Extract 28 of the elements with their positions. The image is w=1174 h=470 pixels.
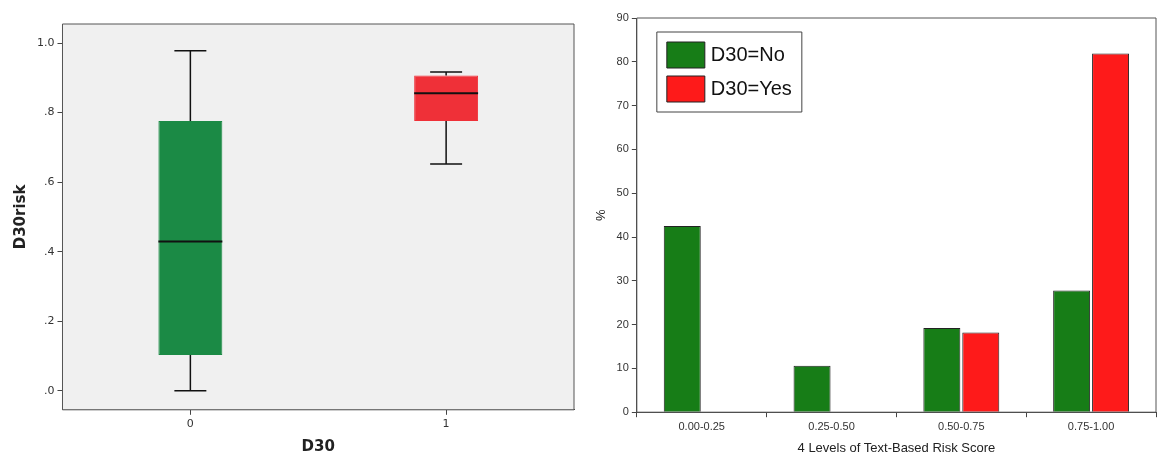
- x-axis-title: 4 Levels of Text-Based Risk Score: [797, 439, 996, 455]
- y-tick-label: 0: [622, 405, 629, 418]
- y-axis-title: %: [593, 208, 609, 221]
- x-tick-label: 0.75-1.00: [1067, 419, 1115, 432]
- x-tick-label: 0.50-0.75: [938, 419, 985, 432]
- x-axis-title: D30: [301, 436, 335, 455]
- y-tick-label: .6: [43, 175, 55, 188]
- y-tick-label: .0: [43, 383, 55, 397]
- y-tick-label: 10: [616, 361, 629, 374]
- x-tick-label: 0.25-0.50: [808, 419, 855, 432]
- y-tick-label: 40: [616, 230, 629, 243]
- legend-label: D30=Yes: [710, 76, 792, 99]
- x-tick-label: 1: [442, 417, 450, 431]
- y-tick-label: 50: [616, 186, 629, 199]
- y-tick-label: .4: [43, 244, 55, 258]
- y-tick-label: 30: [616, 273, 629, 286]
- x-tick-label: 0.00-0.25: [678, 419, 725, 432]
- legend-label: D30=No: [710, 42, 785, 65]
- y-axis-title: D30risk: [10, 183, 29, 250]
- y-tick-label: .8: [43, 105, 55, 119]
- x-tick-label: 0: [186, 417, 194, 431]
- y-tick-label: 80: [616, 54, 629, 67]
- y-tick-label: 60: [616, 142, 629, 155]
- y-tick-label: 70: [616, 98, 629, 111]
- y-tick-label: .2: [43, 314, 55, 328]
- y-tick-label: 90: [616, 11, 629, 24]
- y-tick-label: 1.0: [36, 35, 55, 49]
- y-tick-label: 20: [616, 317, 629, 330]
